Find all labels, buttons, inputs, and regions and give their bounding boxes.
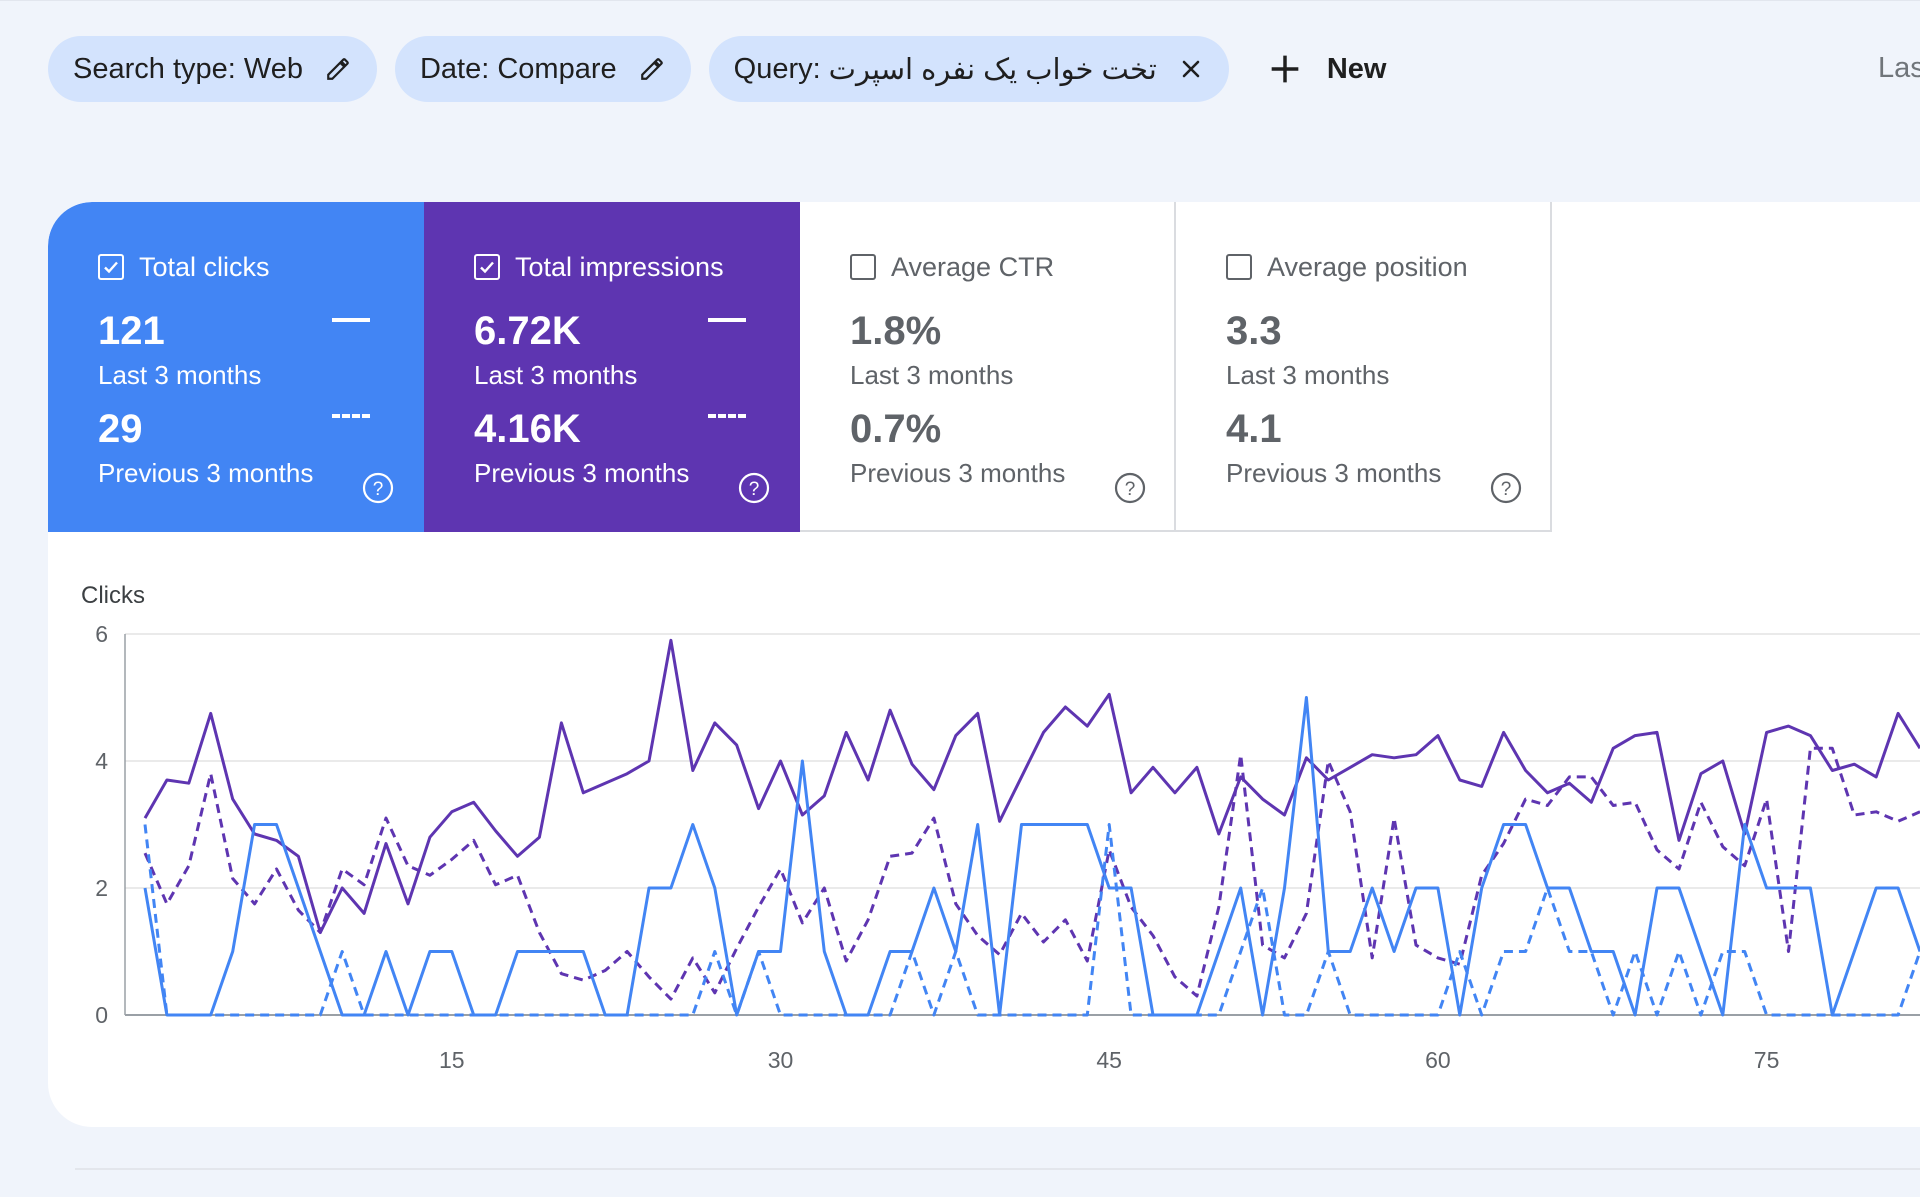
checkbox-checked-icon[interactable]: [98, 254, 124, 280]
help-icon[interactable]: ?: [362, 472, 394, 504]
pencil-icon[interactable]: [325, 56, 351, 82]
metric-period-previous: Previous 3 months: [474, 458, 690, 488]
svg-text:?: ?: [1501, 479, 1512, 500]
y-tick-label: 6: [95, 621, 108, 647]
close-icon[interactable]: [1179, 57, 1203, 81]
filter-chip-date[interactable]: Date: Compare: [394, 36, 691, 102]
y-tick-label: 0: [95, 1002, 108, 1028]
metric-value: 1.8%: [850, 309, 942, 353]
date-range-label-truncated[interactable]: Las: [1878, 52, 1920, 84]
series-line-impressions-dashed: [143, 746, 1920, 1001]
checkbox-unchecked-icon[interactable]: [850, 254, 876, 280]
new-filter-button[interactable]: New: [1269, 36, 1387, 102]
metric-label: Total clicks: [139, 251, 270, 282]
new-filter-label: New: [1326, 52, 1387, 85]
metric-label: Average CTR: [891, 251, 1055, 282]
legend-dashed-line-icon: [332, 414, 370, 418]
y-tick-label: 2: [95, 875, 108, 901]
metric-value: 121: [98, 309, 165, 353]
metric-label: Total impressions: [515, 251, 724, 282]
pencil-icon[interactable]: [639, 56, 665, 82]
filter-chip-search-type[interactable]: Search type: Web: [48, 36, 377, 102]
help-icon[interactable]: ?: [1114, 472, 1146, 504]
clicks-line-chart[interactable]: Clicks 0 2 4 6 15 30 45 60 75: [48, 202, 1920, 1127]
filter-chip-query-text: تخت خواب یک نفره اسپرت: [828, 53, 1157, 86]
x-tick-label: 60: [1425, 1047, 1451, 1073]
series-line-clicks-solid: [143, 696, 1920, 1017]
metric-tab-total-clicks[interactable]: Total clicks 121 Last 3 months 29 Previo…: [48, 202, 424, 532]
y-axis-label: Clicks: [81, 582, 145, 609]
metric-value-previous: 4.1: [1226, 407, 1282, 451]
legend-solid-line-icon: [708, 318, 746, 322]
y-tick-label: 4: [95, 748, 108, 774]
filter-chip-label: Query:: [733, 52, 821, 85]
svg-text:?: ?: [373, 479, 384, 500]
help-icon[interactable]: ?: [738, 472, 770, 504]
legend-dashed-line-icon: [708, 414, 746, 418]
metric-label: Average position: [1267, 251, 1468, 282]
series-line-impressions-solid: [143, 638, 1920, 934]
performance-card: Total clicks 121 Last 3 months 29 Previo…: [48, 202, 1920, 1127]
metric-value-previous: 29: [98, 407, 143, 451]
metric-value-previous: 0.7%: [850, 407, 942, 451]
metric-tab-average-ctr[interactable]: Average CTR 1.8% Last 3 months 0.7% Prev…: [800, 202, 1176, 532]
x-tick-label: 15: [439, 1047, 465, 1073]
top-divider: [0, 0, 1920, 1]
filter-bar: Search type: Web Date: Compare Query: تخ…: [48, 36, 1386, 102]
metric-period-previous: Previous 3 months: [850, 458, 1066, 488]
metric-value: 3.3: [1226, 309, 1282, 353]
legend-solid-line-icon: [332, 318, 370, 322]
metric-period-previous: Previous 3 months: [1226, 458, 1442, 488]
x-tick-label: 45: [1096, 1047, 1122, 1073]
metric-period: Last 3 months: [474, 360, 638, 390]
metric-period: Last 3 months: [850, 360, 1014, 390]
x-tick-label: 75: [1754, 1047, 1780, 1073]
metric-period-previous: Previous 3 months: [98, 458, 314, 488]
metric-tab-average-position[interactable]: Average position 3.3 Last 3 months 4.1 P…: [1176, 202, 1552, 532]
filter-chip-label: Date: Compare: [419, 52, 617, 85]
metric-tabs: Total clicks 121 Last 3 months 29 Previo…: [48, 202, 1552, 532]
metric-value-previous: 4.16K: [474, 407, 581, 451]
filter-chip-query[interactable]: Query: تخت خواب یک نفره اسپرت: [708, 36, 1229, 102]
checkbox-checked-icon[interactable]: [474, 254, 500, 280]
svg-text:?: ?: [749, 479, 760, 500]
bottom-divider: [75, 1168, 1920, 1170]
metric-period: Last 3 months: [98, 360, 262, 390]
plus-icon: [1271, 55, 1299, 83]
checkbox-unchecked-icon[interactable]: [1226, 254, 1252, 280]
x-tick-label: 30: [768, 1047, 794, 1073]
help-icon[interactable]: ?: [1490, 472, 1522, 504]
filter-chip-label: Search type: Web: [73, 52, 303, 85]
metric-tab-total-impressions[interactable]: Total impressions 6.72K Last 3 months 4.…: [424, 202, 800, 532]
metric-value: 6.72K: [474, 309, 581, 353]
series-line-clicks-dashed: [143, 823, 1920, 1017]
svg-text:?: ?: [1125, 479, 1136, 500]
metric-period: Last 3 months: [1226, 360, 1390, 390]
